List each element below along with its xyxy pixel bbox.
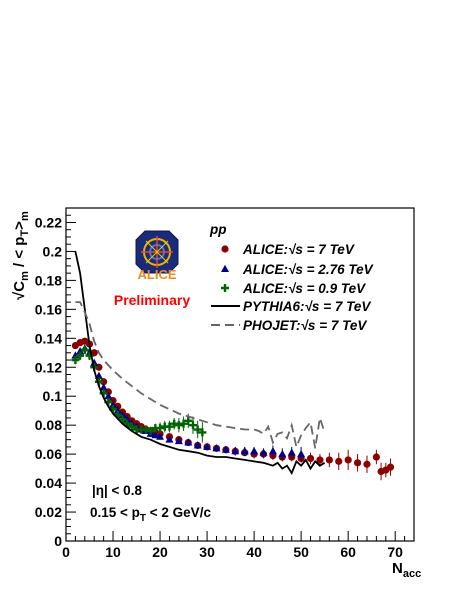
x-tick-label: 70 xyxy=(387,544,403,560)
data-point xyxy=(179,419,188,428)
x-tick-label: 60 xyxy=(340,544,356,560)
preliminary-label: Preliminary xyxy=(114,292,190,308)
data-point xyxy=(156,432,165,440)
y-tick-label: 0.06 xyxy=(35,446,62,462)
data-point xyxy=(188,421,197,430)
legend-marker xyxy=(221,264,229,272)
y-tick-label: 0.16 xyxy=(35,301,62,317)
legend-header: pp xyxy=(209,222,227,237)
data-point xyxy=(71,356,80,365)
y-tick-label: 0.02 xyxy=(35,504,62,520)
data-point xyxy=(104,391,113,400)
legend-label: ALICE:√s = 7 TeV xyxy=(242,242,355,257)
data-point xyxy=(174,436,183,445)
data-point xyxy=(335,457,343,465)
alice-logo-text: ALICE xyxy=(138,267,177,282)
data-point xyxy=(203,442,212,450)
data-point xyxy=(141,425,150,434)
data-point xyxy=(325,456,333,464)
alice-logo: ALICE xyxy=(135,230,179,282)
pt-cut-label: 0.15 < pT < 2 GeV/c xyxy=(90,505,211,524)
data-point xyxy=(127,422,136,431)
data-point xyxy=(151,431,160,439)
legend-entry: ALICE:√s = 2.76 TeV xyxy=(221,262,374,277)
x-axis-title: Nacc xyxy=(392,560,421,580)
x-tick-label: 30 xyxy=(199,544,215,560)
x-tick-label: 20 xyxy=(152,544,168,560)
data-point xyxy=(268,446,277,455)
data-point xyxy=(100,378,108,386)
x-tick-label: 50 xyxy=(293,544,309,560)
y-tick-label: 0.2 xyxy=(43,243,63,259)
legend-marker xyxy=(221,245,229,253)
data-point xyxy=(198,428,207,437)
data-point xyxy=(174,421,183,430)
data-point xyxy=(113,406,122,414)
legend-marker xyxy=(221,284,229,292)
data-point xyxy=(287,448,296,456)
data-point xyxy=(259,448,268,456)
series-line xyxy=(75,301,326,450)
data-point xyxy=(344,456,352,464)
data-point xyxy=(231,446,240,455)
series-layer xyxy=(71,251,395,481)
data-point xyxy=(165,435,174,443)
data-point xyxy=(165,422,174,431)
legend-entry: PYTHIA6:√s = 7 TeV xyxy=(211,299,371,314)
y-tick-label: 0.1 xyxy=(43,388,63,404)
data-point xyxy=(193,441,202,449)
data-point xyxy=(316,456,324,464)
y-tick-label: 0.22 xyxy=(35,214,62,230)
x-tick-label: 40 xyxy=(246,544,262,560)
legend-label: PHOJET:√s = 7 TeV xyxy=(243,318,367,333)
y-tick-label: 0.12 xyxy=(35,359,62,375)
data-point xyxy=(109,400,118,408)
data-point xyxy=(80,345,89,354)
y-tick-label: 0.04 xyxy=(35,475,62,491)
legend-label: ALICE:√s = 0.9 TeV xyxy=(242,281,366,296)
series-4 xyxy=(75,301,326,450)
y-tick-label: 0.18 xyxy=(35,272,62,288)
x-tick-label: 10 xyxy=(105,544,121,560)
legend-entry: PHOJET:√s = 7 TeV xyxy=(211,318,367,333)
data-point xyxy=(212,444,221,452)
legend-label: ALICE:√s = 2.76 TeV xyxy=(242,262,374,277)
data-point xyxy=(184,438,193,446)
y-axis-title: √Cm / < pT>m xyxy=(11,211,31,300)
data-point xyxy=(146,426,155,435)
data-point xyxy=(386,463,395,471)
axis-ticks: 0 10 20 30 40 50 60 70 0 0.02 0.04 0.06 0.08 0.1 0.12 0… xyxy=(35,207,415,560)
data-point xyxy=(250,446,259,455)
data-point xyxy=(221,445,230,453)
legend-entry: ALICE:√s = 7 TeV xyxy=(221,242,355,257)
data-point xyxy=(306,454,315,463)
data-point xyxy=(363,460,371,468)
data-point xyxy=(76,347,85,355)
legend-label: PYTHIA6:√s = 7 TeV xyxy=(243,299,371,314)
data-point xyxy=(278,449,287,458)
y-tick-label: 0.08 xyxy=(35,417,62,433)
y-tick-label: 0.14 xyxy=(35,330,62,346)
data-point xyxy=(118,415,127,424)
data-point xyxy=(170,419,179,428)
legend: pp ALICE:√s = 7 TeV ALICE:√s = 2.76 TeV AL… xyxy=(209,222,374,333)
data-point xyxy=(372,453,380,461)
x-tick-label: 0 xyxy=(62,544,70,560)
data-point xyxy=(184,416,193,425)
data-point xyxy=(76,351,85,360)
data-point xyxy=(297,449,306,458)
series-line xyxy=(74,251,326,475)
data-point xyxy=(353,459,362,467)
data-point xyxy=(156,424,165,433)
legend-entry: ALICE:√s = 0.9 TeV xyxy=(221,281,366,296)
series-2 xyxy=(71,345,207,443)
data-point xyxy=(240,446,249,455)
data-point xyxy=(99,383,108,391)
eta-cut-label: |η| < 0.8 xyxy=(92,483,142,498)
y-tick-label: 0 xyxy=(54,533,62,549)
data-point xyxy=(193,425,202,434)
series-3 xyxy=(74,251,326,475)
